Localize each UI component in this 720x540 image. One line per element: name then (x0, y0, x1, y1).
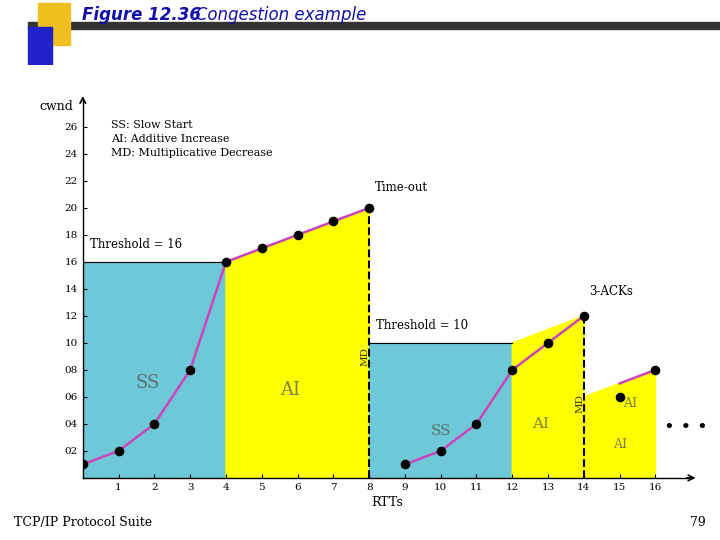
Polygon shape (512, 316, 584, 478)
Bar (28, 27, 52, 65)
Text: 79: 79 (690, 516, 706, 529)
Text: Threshold = 10: Threshold = 10 (377, 319, 469, 332)
Text: Time-out: Time-out (374, 181, 428, 194)
Point (328, 217, 339, 226)
Text: cwnd: cwnd (40, 100, 73, 113)
Text: 3-ACKs: 3-ACKs (589, 285, 633, 298)
Point (184, 366, 196, 374)
Point (435, 447, 446, 455)
Point (77, 460, 89, 469)
Point (256, 244, 268, 253)
Text: AI: AI (624, 397, 637, 410)
Text: AI: AI (613, 437, 626, 451)
Polygon shape (369, 343, 512, 478)
Text: AI: AI (532, 417, 549, 431)
X-axis label: RTTs: RTTs (371, 496, 403, 509)
Point (614, 393, 626, 401)
Point (471, 420, 482, 428)
Bar (38, 3, 70, 45)
Text: SS: SS (135, 374, 159, 393)
Point (113, 447, 125, 455)
Text: TCP/IP Protocol Suite: TCP/IP Protocol Suite (14, 516, 153, 529)
Text: AI: AI (280, 381, 300, 399)
Polygon shape (83, 262, 226, 478)
Text: • • •: • • • (665, 417, 708, 436)
Text: SS: Slow Start
AI: Additive Increase
MD: Multiplicative Decrease: SS: Slow Start AI: Additive Increase MD:… (112, 120, 273, 158)
Text: SS: SS (431, 424, 451, 437)
Point (292, 231, 303, 239)
Text: Congestion example: Congestion example (180, 6, 366, 24)
Point (364, 204, 375, 212)
Text: MD: MD (575, 394, 584, 413)
Text: Figure 12.36: Figure 12.36 (82, 6, 201, 24)
Bar (28, 22, 720, 29)
Point (542, 339, 554, 347)
Point (649, 366, 661, 374)
Polygon shape (584, 370, 655, 478)
Point (506, 366, 518, 374)
Point (399, 460, 410, 469)
Text: MD: MD (360, 347, 369, 366)
Point (578, 312, 590, 320)
Point (220, 258, 232, 266)
Text: Threshold = 16: Threshold = 16 (90, 238, 182, 251)
Point (148, 420, 160, 428)
Polygon shape (226, 208, 369, 478)
